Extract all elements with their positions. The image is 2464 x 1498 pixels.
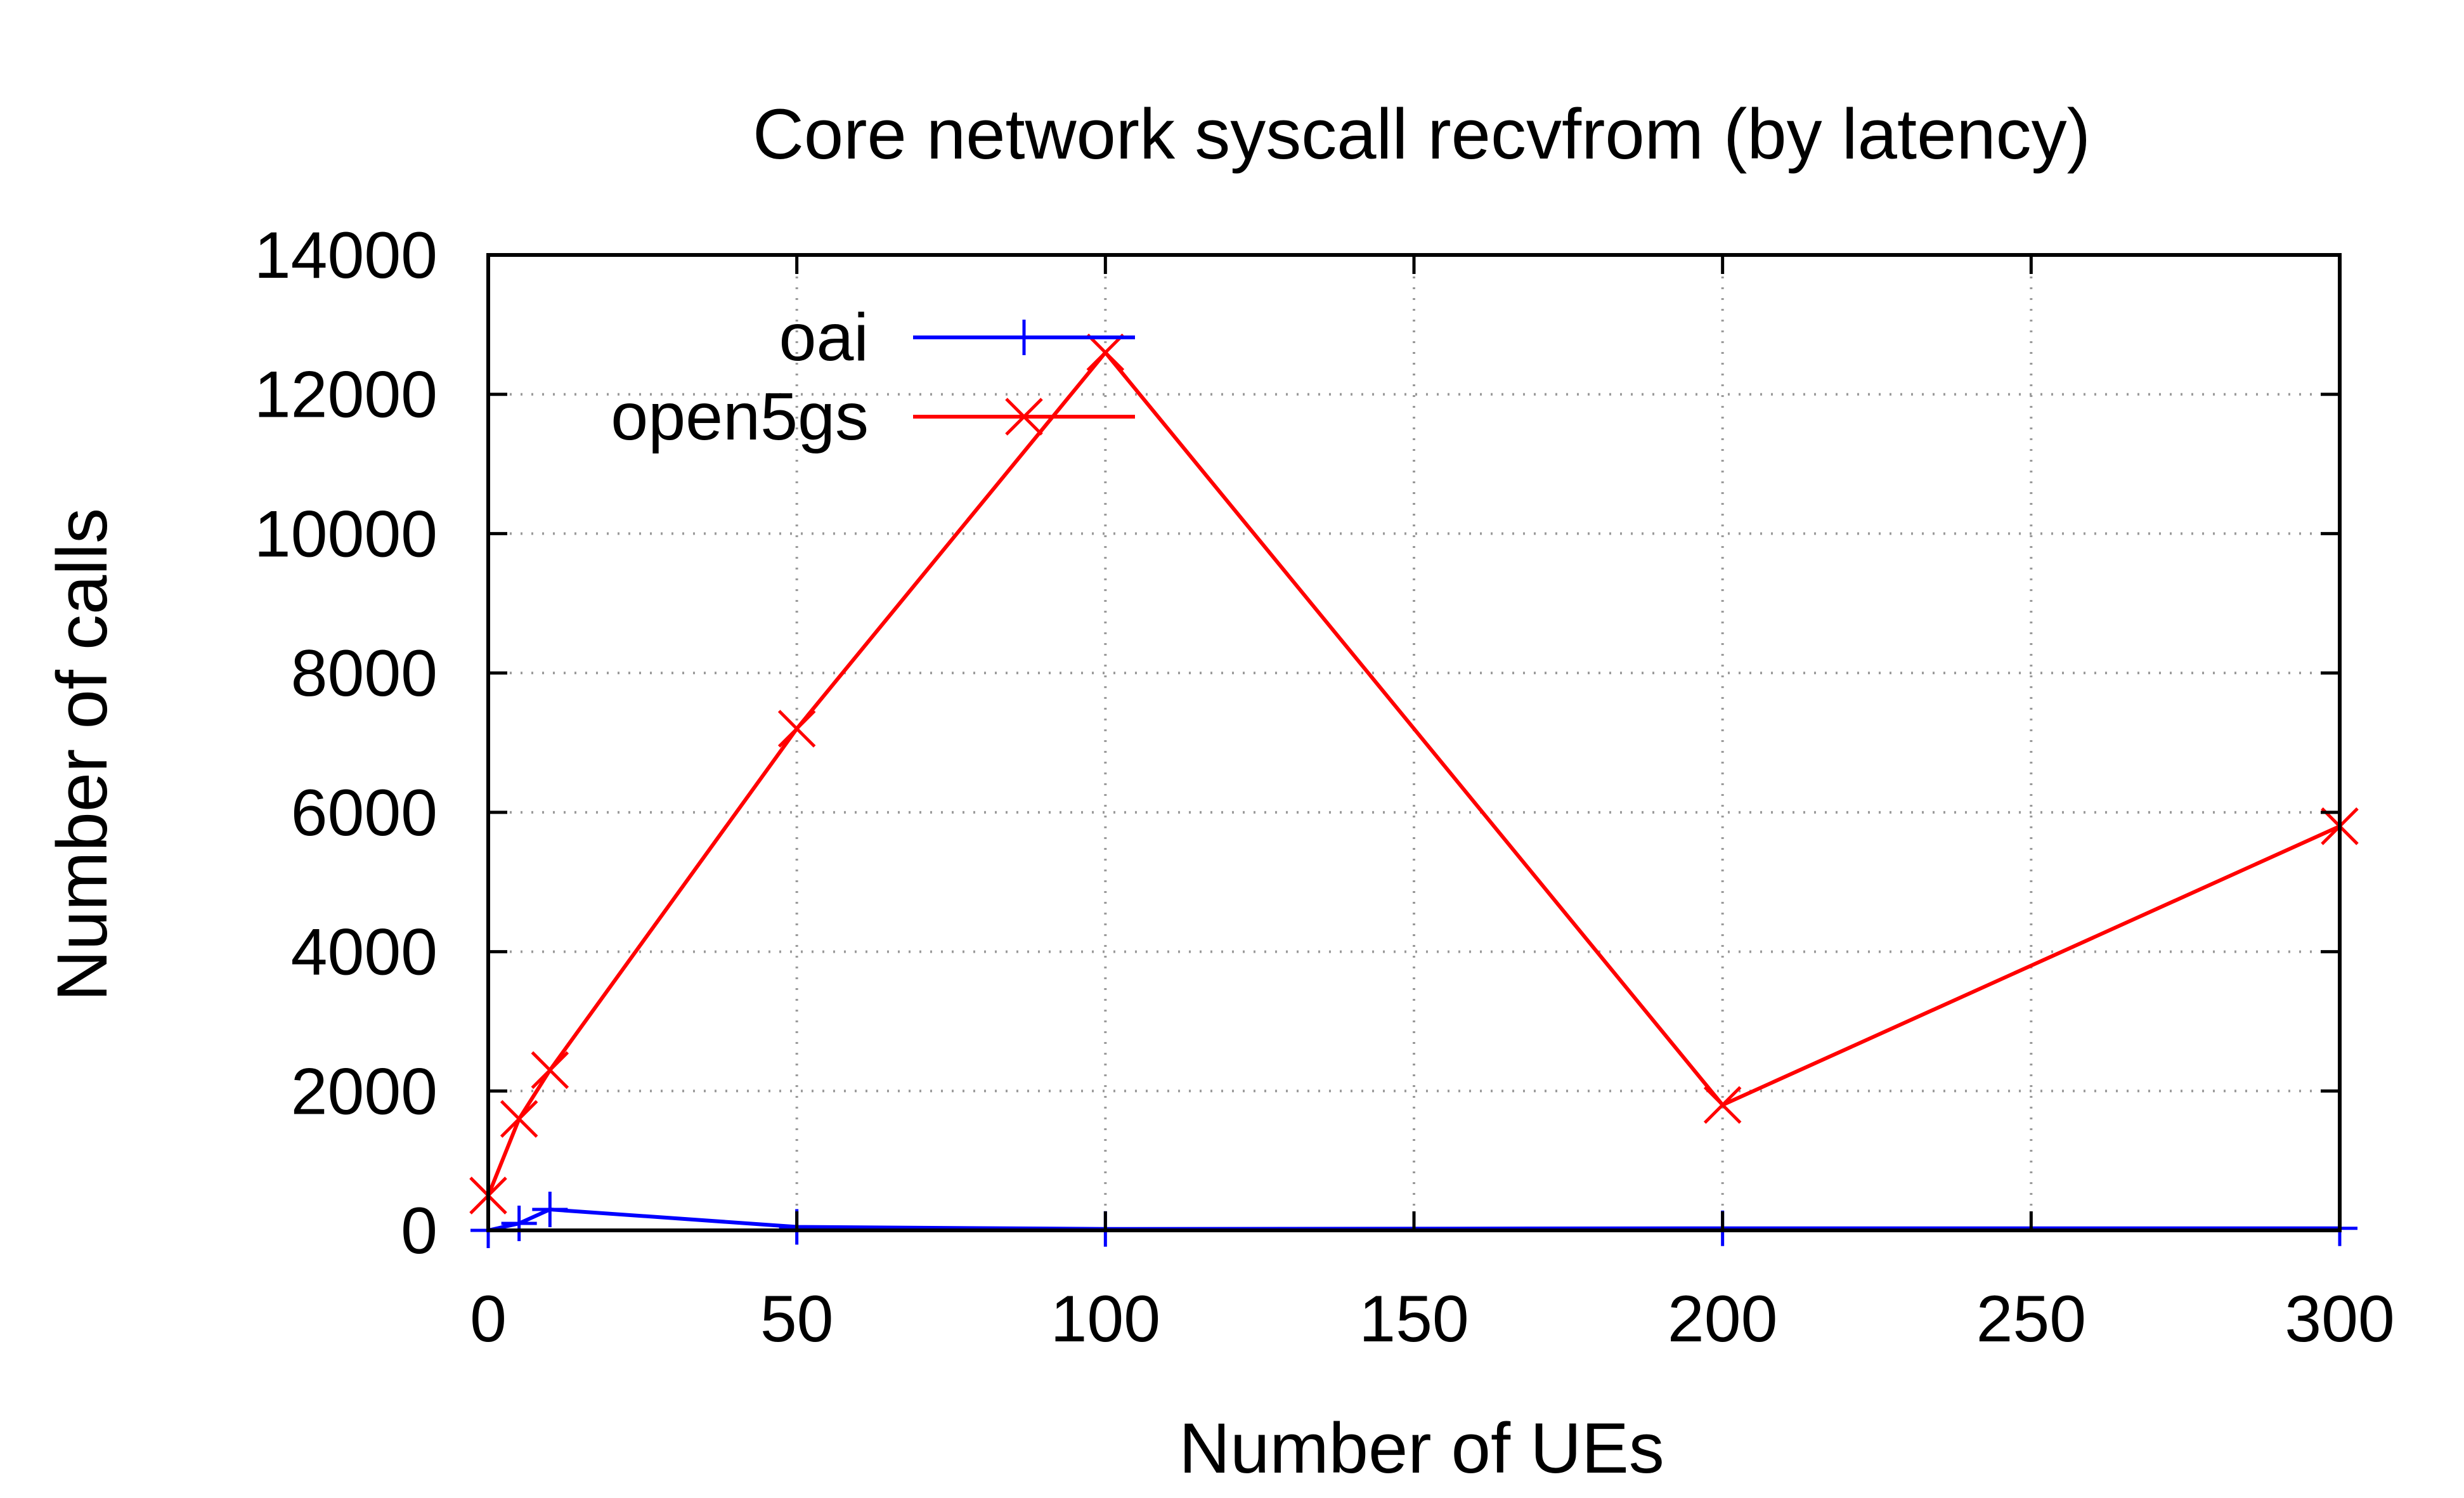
x-tick-label: 250 [1976, 1282, 2087, 1356]
y-tick-label: 0 [401, 1194, 438, 1268]
y-axis-label: Number of calls [42, 508, 122, 1001]
legend-label: open5gs [611, 379, 869, 454]
y-tick-label: 6000 [291, 776, 438, 850]
data-point-oai [501, 1206, 537, 1242]
data-point-open5gs [1703, 1086, 1742, 1124]
legend-marker [1006, 320, 1042, 355]
legend-marker [1005, 398, 1043, 436]
data-point-oai [532, 1192, 568, 1228]
x-tick-label: 200 [1668, 1282, 1778, 1356]
legend-entry-open5gs: open5gs [611, 379, 1135, 454]
x-tick-label: 50 [760, 1282, 834, 1356]
data-point-open5gs [531, 1051, 569, 1090]
data-point-open5gs [777, 710, 816, 748]
y-tick-label: 10000 [254, 497, 438, 571]
x-tick-label: 100 [1051, 1282, 1161, 1356]
cross-marker-b [1005, 398, 1043, 436]
data-point-open5gs [1086, 334, 1125, 372]
x-axis-label: Number of UEs [1179, 1409, 1664, 1488]
y-tick-label: 8000 [291, 637, 438, 710]
x-tick-label: 150 [1359, 1282, 1469, 1356]
cross-marker-b [777, 710, 816, 748]
cross-marker-b [531, 1051, 569, 1090]
legend-entry-oai: oai [779, 300, 1135, 375]
y-tick-label: 12000 [254, 358, 438, 432]
legend-label: oai [779, 300, 869, 375]
x-tick-label: 300 [2285, 1282, 2395, 1356]
cross-marker-b [1086, 334, 1125, 372]
x-tick-label: 0 [470, 1282, 507, 1356]
cross-marker-b [1703, 1086, 1742, 1124]
chart-title: Core network syscall recvfrom (by latenc… [753, 94, 2091, 174]
cross-marker-b [500, 1100, 538, 1138]
y-tick-label: 14000 [254, 219, 438, 292]
data-point-open5gs [500, 1100, 538, 1138]
series-open5gs [469, 334, 2359, 1215]
y-tick-label: 4000 [291, 916, 438, 989]
y-tick-label: 2000 [291, 1055, 438, 1128]
axis-ticks: 0 50 100 150 200 250 300 0 2000 4000 6000 8000 10000… [254, 219, 2395, 1356]
